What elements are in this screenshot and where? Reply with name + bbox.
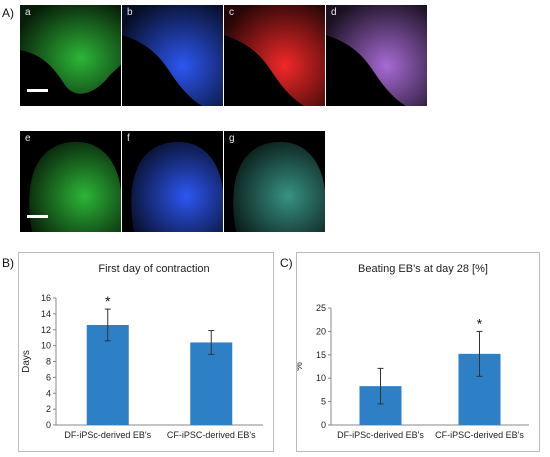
chart-c-ytick-label: 25: [316, 303, 326, 313]
micrograph-a: a: [20, 5, 121, 106]
chart-first-day-contraction: First day of contraction 0 2 4 6 8 10 12 14 16 Day…: [18, 252, 274, 452]
chart-c-svg: Beating EB's at day 28 [%] 0 5 10 15 20 25% DF-…: [297, 263, 529, 440]
panel-letter-a: A): [2, 6, 14, 20]
micrograph-label-a: a: [25, 7, 31, 18]
chart-c-significance-star: *: [477, 315, 483, 331]
micrograph-b: b: [122, 5, 223, 106]
chart-b-ytick-label: 8: [46, 357, 51, 367]
chart-b-bar: [86, 324, 129, 425]
chart-b-ytick-label: 6: [46, 372, 51, 382]
chart-b-ytick-label: 12: [41, 325, 51, 335]
chart-b-category-label: CF-iPSC-derived EB's: [167, 430, 256, 440]
micrograph-label-f: f: [127, 133, 130, 144]
micrograph-label-e: e: [25, 133, 31, 144]
chart-c-ytick-label: 15: [316, 350, 326, 360]
panel-letter-b: B): [2, 256, 14, 270]
chart-c-title: Beating EB's at day 28 [%]: [358, 263, 488, 275]
chart-c-ytick-label: 20: [316, 326, 326, 336]
tissue-shape: [326, 5, 427, 106]
tissue-shape: [20, 5, 121, 94]
chart-b-ytick-label: 2: [46, 404, 51, 414]
chart-c-ytick-label: 0: [321, 420, 326, 430]
chart-c-category-label: CF-iPSC-derived EB's: [435, 430, 524, 440]
micrograph-label-b: b: [127, 7, 133, 18]
chart-beating-ebs: Beating EB's at day 28 [%] 0 5 10 15 20 25% DF-…: [296, 252, 540, 452]
micrograph-c: c: [224, 5, 325, 106]
micrograph-d: d: [326, 5, 427, 106]
chart-c-category-label: DF-iPSc-derived EB's: [337, 430, 424, 440]
chart-b-ytick-label: 10: [41, 341, 51, 351]
chart-b-ylabel: Days: [21, 350, 32, 373]
chart-b-bar: [190, 342, 233, 425]
chart-b-svg: First day of contraction 0 2 4 6 8 10 12 14 16 Day…: [21, 263, 263, 440]
chart-b-significance-star: *: [105, 293, 111, 309]
micrograph-label-d: d: [331, 7, 337, 18]
micrograph-label-g: g: [229, 133, 235, 144]
tissue-shape: [131, 141, 223, 232]
scale-bar: [27, 215, 48, 218]
chart-b-ytick-label: 0: [46, 420, 51, 430]
tissue-shape: [224, 5, 325, 106]
chart-b-ytick-label: 4: [46, 388, 51, 398]
tissue-shape: [233, 141, 325, 232]
tissue-shape: [29, 141, 121, 232]
chart-b-ytick-label: 14: [41, 309, 51, 319]
chart-c-ylabel: %: [297, 362, 305, 371]
chart-c-ytick-label: 5: [321, 397, 326, 407]
chart-b-title: First day of contraction: [98, 263, 209, 275]
micrograph-label-c: c: [229, 7, 234, 18]
micrograph-g: g: [224, 131, 325, 232]
chart-c-ytick-label: 10: [316, 373, 326, 383]
scale-bar: [27, 89, 48, 92]
tissue-shape: [122, 5, 223, 106]
micrograph-e: e: [20, 131, 121, 232]
panel-letter-c: C): [280, 256, 293, 270]
chart-b-category-label: DF-iPSc-derived EB's: [64, 430, 151, 440]
chart-b-ytick-label: 16: [41, 293, 51, 303]
micrograph-f: f: [122, 131, 223, 232]
